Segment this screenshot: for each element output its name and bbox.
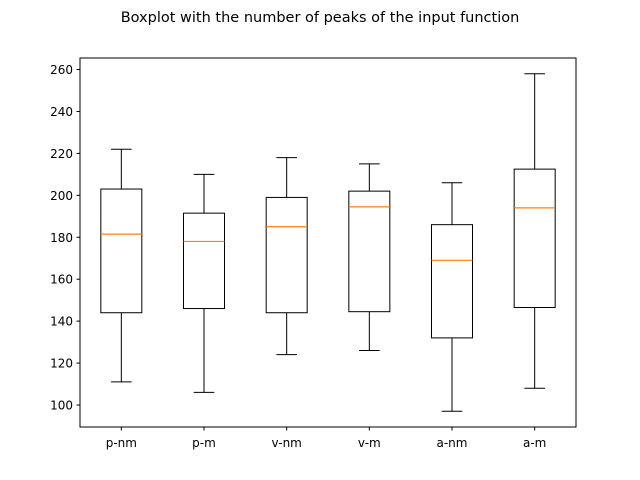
y-tick-label: 180 (50, 231, 73, 245)
y-tick-label: 100 (50, 398, 73, 412)
x-tick-label: a-nm (437, 436, 468, 450)
y-axis: 100 120 140 160 180 200 220 240 260 (50, 63, 80, 412)
y-tick-label: 240 (50, 105, 73, 119)
box-p-nm (100, 148, 143, 383)
x-axis: p-nm p-m v-nm v-m a-nm a-m (106, 427, 546, 450)
plot-area (100, 73, 556, 412)
y-tick-label: 160 (50, 273, 73, 287)
box-v-nm (265, 157, 308, 356)
x-tick-label: p-nm (106, 436, 137, 450)
y-tick-label: 220 (50, 147, 73, 161)
iqr-box (183, 212, 225, 310)
iqr-box (513, 168, 556, 308)
x-tick-label: p-m (192, 436, 216, 450)
chart-title: Boxplot with the number of peaks of the … (121, 10, 520, 26)
box-v-m (348, 163, 391, 351)
box-a-m (513, 73, 556, 389)
y-tick-label: 140 (50, 315, 73, 329)
y-tick-label: 120 (50, 357, 73, 371)
box-p-m (183, 173, 225, 393)
iqr-box (431, 224, 473, 339)
y-tick-label: 260 (50, 63, 73, 77)
iqr-box (348, 190, 391, 313)
box-a-nm (431, 182, 473, 412)
x-tick-label: v-nm (271, 436, 301, 450)
x-tick-label: v-m (358, 436, 381, 450)
iqr-box (265, 196, 308, 314)
x-tick-label: a-m (523, 436, 546, 450)
iqr-box (100, 188, 143, 314)
y-tick-label: 200 (50, 189, 73, 203)
axes-frame (79, 57, 577, 428)
